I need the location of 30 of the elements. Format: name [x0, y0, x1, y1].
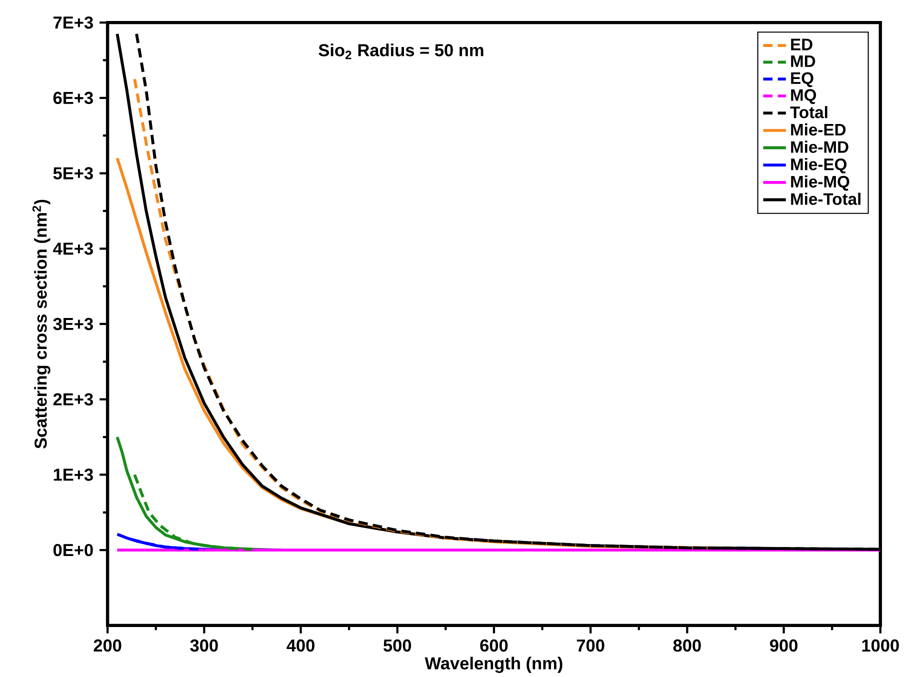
y-tick-label: 5E+3 — [53, 166, 93, 180]
x-tick-label: 600 — [480, 639, 508, 652]
y-tick-label: 7E+3 — [54, 16, 93, 29]
legend-label: Mie-MD — [791, 140, 848, 153]
legend-label: MQ — [791, 88, 816, 104]
x-tick-label: 700 — [576, 639, 604, 652]
x-tick-label: 800 — [673, 639, 701, 652]
legend-label: Mie-ED — [791, 123, 846, 136]
legend-label: EQ — [791, 72, 814, 87]
legend-label: Mie-Total — [791, 192, 860, 205]
legend-label: ED — [791, 38, 812, 50]
legend-label: Total — [790, 106, 828, 118]
y-tick-label: 4E+3 — [53, 242, 93, 255]
y-tick-label: 0E+0 — [53, 544, 93, 556]
x-tick-label: 1000 — [862, 639, 899, 652]
x-tick-label: 400 — [286, 639, 314, 652]
legend-label: MD — [791, 55, 816, 67]
legend-label: Mie-EQ — [791, 158, 846, 174]
x-tick-label: 500 — [384, 639, 412, 652]
y-tick-label: 3E+3 — [53, 318, 93, 330]
x-axis-title: Wavelength (nm) — [424, 656, 562, 673]
annotation: Sio$_{2}$ Radius = 50 nm — [318, 43, 484, 59]
y-tick-label: 2E+3 — [53, 393, 93, 406]
legend-label: Mie-MQ — [791, 175, 850, 191]
x-tick-label: 200 — [94, 639, 122, 652]
y-axis-title: Scattering cross section (nm$^{2}$) — [32, 200, 50, 448]
x-tick-label: 300 — [190, 639, 218, 652]
y-tick-label: 1E+3 — [54, 468, 93, 481]
x-tick-label: 900 — [770, 639, 798, 652]
y-tick-label: 6E+3 — [53, 92, 93, 104]
